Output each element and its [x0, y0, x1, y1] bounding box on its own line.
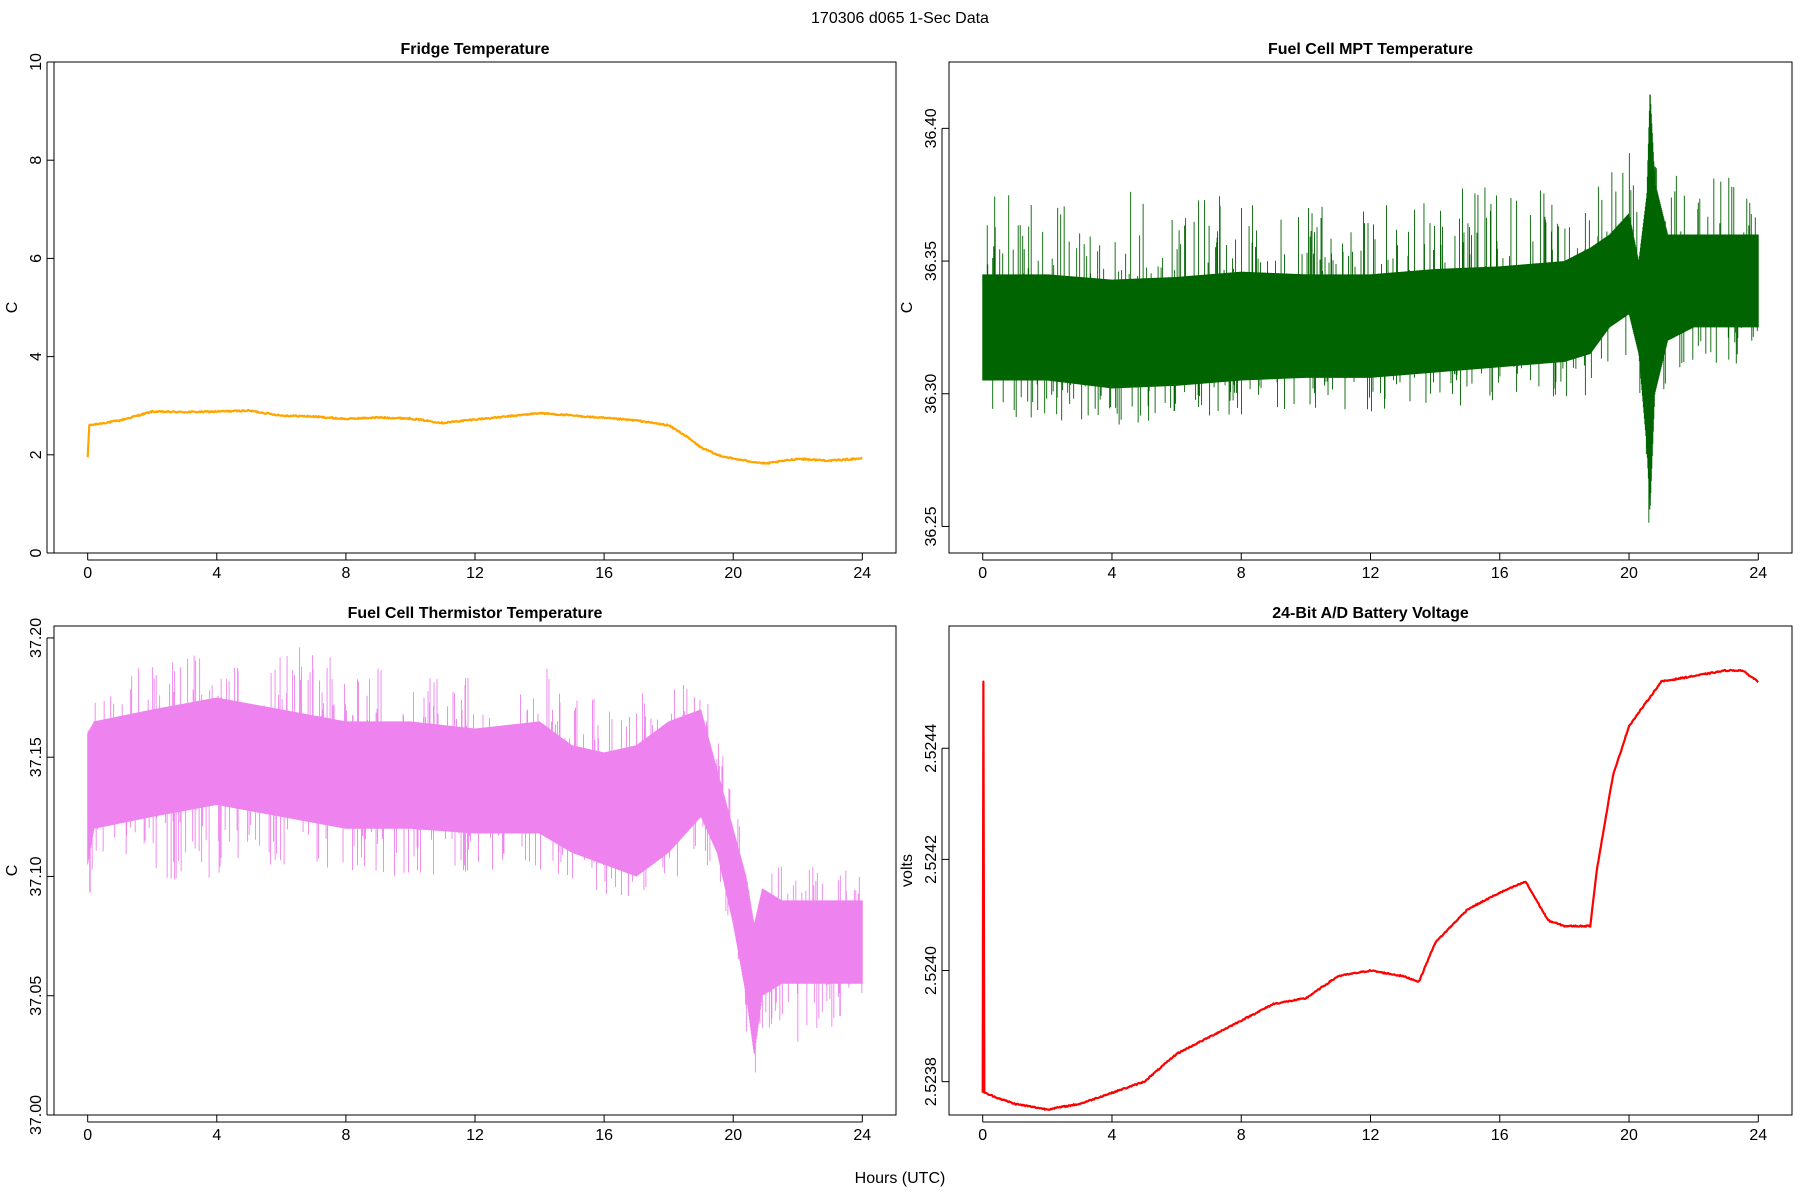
data-layer — [982, 94, 1759, 523]
y-tick-label: 2.5242 — [923, 835, 940, 884]
x-tick-label: 24 — [853, 1127, 871, 1144]
y-tick-label: 37.05 — [28, 976, 45, 1016]
data-noise-band — [982, 94, 1759, 523]
x-tick-label: 0 — [978, 1127, 987, 1144]
y-tick-label: 37.10 — [28, 856, 45, 896]
chart-panel-2: Fuel Cell MPT Temperature C 0 4 8 12 16 20 24 36.… — [899, 41, 1793, 582]
x-tick-label: 0 — [978, 565, 987, 582]
y-tick-label: 2 — [28, 450, 45, 459]
x-tick-label: 24 — [1749, 1127, 1767, 1144]
y-tick-label: 37.15 — [28, 737, 45, 777]
x-tick-label: 12 — [1362, 1127, 1380, 1144]
data-layer — [87, 647, 863, 1073]
y-tick-label: 8 — [28, 156, 45, 165]
x-tick-label: 0 — [83, 1127, 92, 1144]
figure-xlabel: Hours (UTC) — [855, 1170, 946, 1187]
panel-title: 24-Bit A/D Battery Voltage — [1272, 605, 1469, 622]
x-tick-label: 20 — [1620, 1127, 1638, 1144]
x-tick-label: 20 — [1620, 565, 1638, 582]
y-tick-label: 2.5244 — [923, 724, 940, 773]
panel-title: Fuel Cell MPT Temperature — [1268, 41, 1473, 58]
x-tick-label: 20 — [724, 565, 742, 582]
chart-panel-4: 24-Bit A/D Battery Voltage volts 0 4 8 12 16 20… — [899, 605, 1793, 1144]
x-tick-label: 16 — [1491, 1127, 1509, 1144]
x-tick-label: 0 — [83, 565, 92, 582]
y-tick-label: 36.35 — [923, 241, 940, 281]
y-tick-label: 36.40 — [923, 108, 940, 148]
x-tick-label: 8 — [1237, 565, 1246, 582]
x-tick-label: 8 — [341, 1127, 350, 1144]
panel-title: Fuel Cell Thermistor Temperature — [348, 605, 603, 622]
y-axis-label: C — [4, 865, 21, 877]
y-tick-label: 37.00 — [28, 1095, 45, 1135]
y-axis-label: C — [4, 302, 21, 314]
y-tick-label: 2.5238 — [923, 1057, 940, 1106]
y-tick-label: 6 — [28, 254, 45, 263]
x-tick-label: 12 — [466, 1127, 484, 1144]
data-layer — [86, 408, 863, 465]
plot-frame — [948, 625, 1793, 1116]
x-tick-label: 8 — [1237, 1127, 1246, 1144]
x-tick-label: 24 — [1749, 565, 1767, 582]
chart-panel-3: Fuel Cell Thermistor Temperature C 0 4 8 12 16… — [4, 605, 897, 1144]
x-tick-label: 4 — [212, 1127, 221, 1144]
y-tick-label: 36.30 — [923, 374, 940, 414]
x-tick-label: 4 — [212, 565, 221, 582]
x-tick-label: 16 — [595, 1127, 613, 1144]
x-tick-label: 12 — [1362, 565, 1380, 582]
x-tick-label: 16 — [595, 565, 613, 582]
plot-frame — [53, 61, 897, 554]
y-axis-label: volts — [899, 854, 916, 887]
y-tick-label: 4 — [28, 352, 45, 361]
panel-title: Fridge Temperature — [400, 41, 549, 58]
data-noise-band — [87, 647, 863, 1073]
x-tick-label: 24 — [853, 565, 871, 582]
x-tick-label: 16 — [1491, 565, 1509, 582]
y-tick-label: 37.20 — [28, 618, 45, 658]
y-tick-label: 36.25 — [923, 506, 940, 546]
x-tick-label: 20 — [724, 1127, 742, 1144]
y-tick-label: 10 — [28, 53, 45, 71]
x-tick-label: 12 — [466, 565, 484, 582]
data-layer — [981, 668, 1760, 1111]
y-tick-label: 0 — [28, 548, 45, 557]
x-tick-label: 8 — [341, 565, 350, 582]
data-series-line — [981, 668, 1760, 1111]
data-series-line — [86, 408, 863, 465]
figure-suptitle: 170306 d065 1-Sec Data — [811, 10, 989, 27]
x-tick-label: 4 — [1108, 1127, 1117, 1144]
x-tick-label: 4 — [1108, 565, 1117, 582]
y-axis-label: C — [899, 302, 916, 314]
y-tick-label: 2.5240 — [923, 946, 940, 995]
